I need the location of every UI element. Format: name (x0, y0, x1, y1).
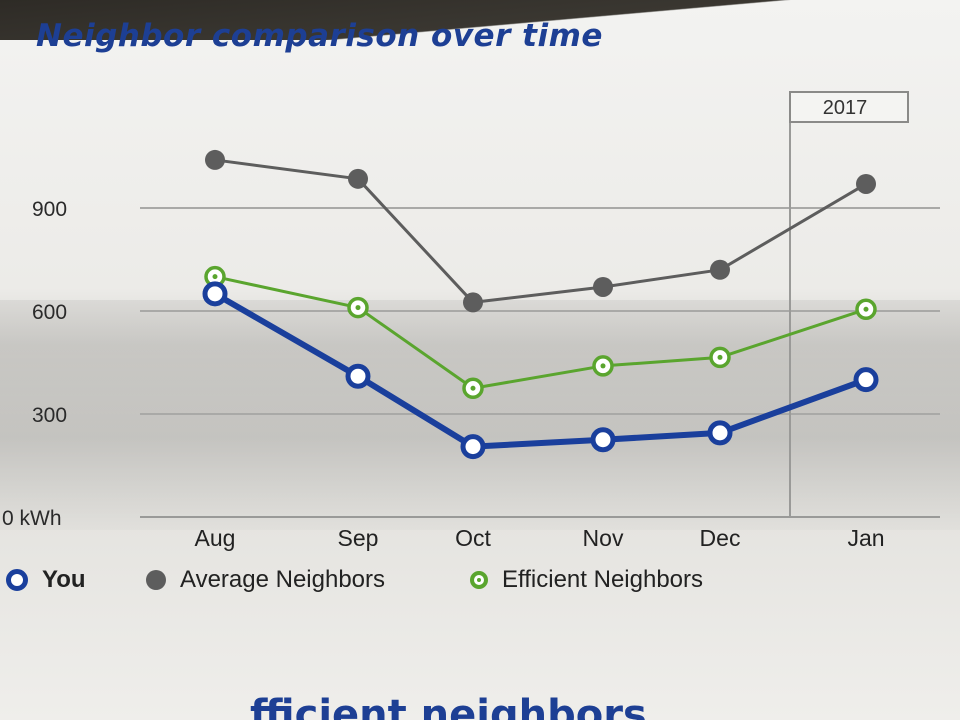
year-label-box (789, 91, 909, 123)
table-edge (0, 0, 960, 40)
section-heading-cut-off: fficient neighbors (250, 692, 647, 720)
point-efficient-sep-dot (355, 305, 361, 311)
point-you-nov (590, 427, 616, 453)
legend-label-efficient: Efficient Neighbors (502, 566, 703, 593)
point-you-oct (460, 434, 486, 460)
legend-item-efficient: Efficient Neighbors (470, 566, 703, 594)
x-tick-label-sep: Sep (338, 525, 379, 551)
point-average-dec (710, 259, 730, 280)
y-tick-label-900: 900 (32, 198, 67, 221)
legend-label-you: You (42, 566, 86, 593)
series-line-average (213, 158, 868, 304)
you-marker-icon (6, 569, 28, 591)
x-tick-label-jan: Jan (847, 525, 884, 551)
point-you-dec (707, 420, 733, 446)
y-tick-label-600: 600 (32, 301, 67, 324)
point-efficient-oct-dot (470, 385, 476, 391)
x-tick-label-dec: Dec (700, 525, 741, 551)
series-line-you (212, 290, 869, 450)
legend-label-average: Average Neighbors (180, 566, 386, 593)
series-line-efficient (213, 275, 868, 390)
point-average-jan (856, 173, 876, 194)
chart-legend: You Average Neighbors Efficient Neighbor… (0, 560, 960, 600)
point-average-nov (593, 276, 613, 297)
x-tick-label-aug: Aug (195, 525, 236, 551)
point-efficient-jan-dot (863, 306, 869, 312)
chart-title: Neighbor comparison over time (36, 18, 603, 54)
x-tick-label-nov: Nov (583, 525, 624, 551)
year-label: 2017 (823, 97, 868, 119)
efficient-marker-icon (470, 571, 488, 589)
average-marker-icon (146, 570, 166, 590)
point-you-sep (345, 363, 371, 389)
point-average-sep (348, 168, 368, 189)
point-average-oct (463, 292, 483, 313)
point-efficient-dec-dot (717, 354, 723, 360)
point-average-aug (205, 149, 225, 170)
point-efficient-aug-dot (212, 274, 218, 280)
legend-item-average: Average Neighbors (146, 566, 385, 594)
x-tick-label-oct: Oct (455, 525, 491, 551)
point-you-aug (202, 281, 228, 307)
y-tick-label-0: 0 kWh (2, 507, 62, 530)
y-tick-label-300: 300 (32, 404, 67, 427)
point-efficient-nov-dot (600, 363, 606, 369)
legend-item-you: You (6, 566, 86, 594)
point-you-jan (853, 367, 879, 393)
